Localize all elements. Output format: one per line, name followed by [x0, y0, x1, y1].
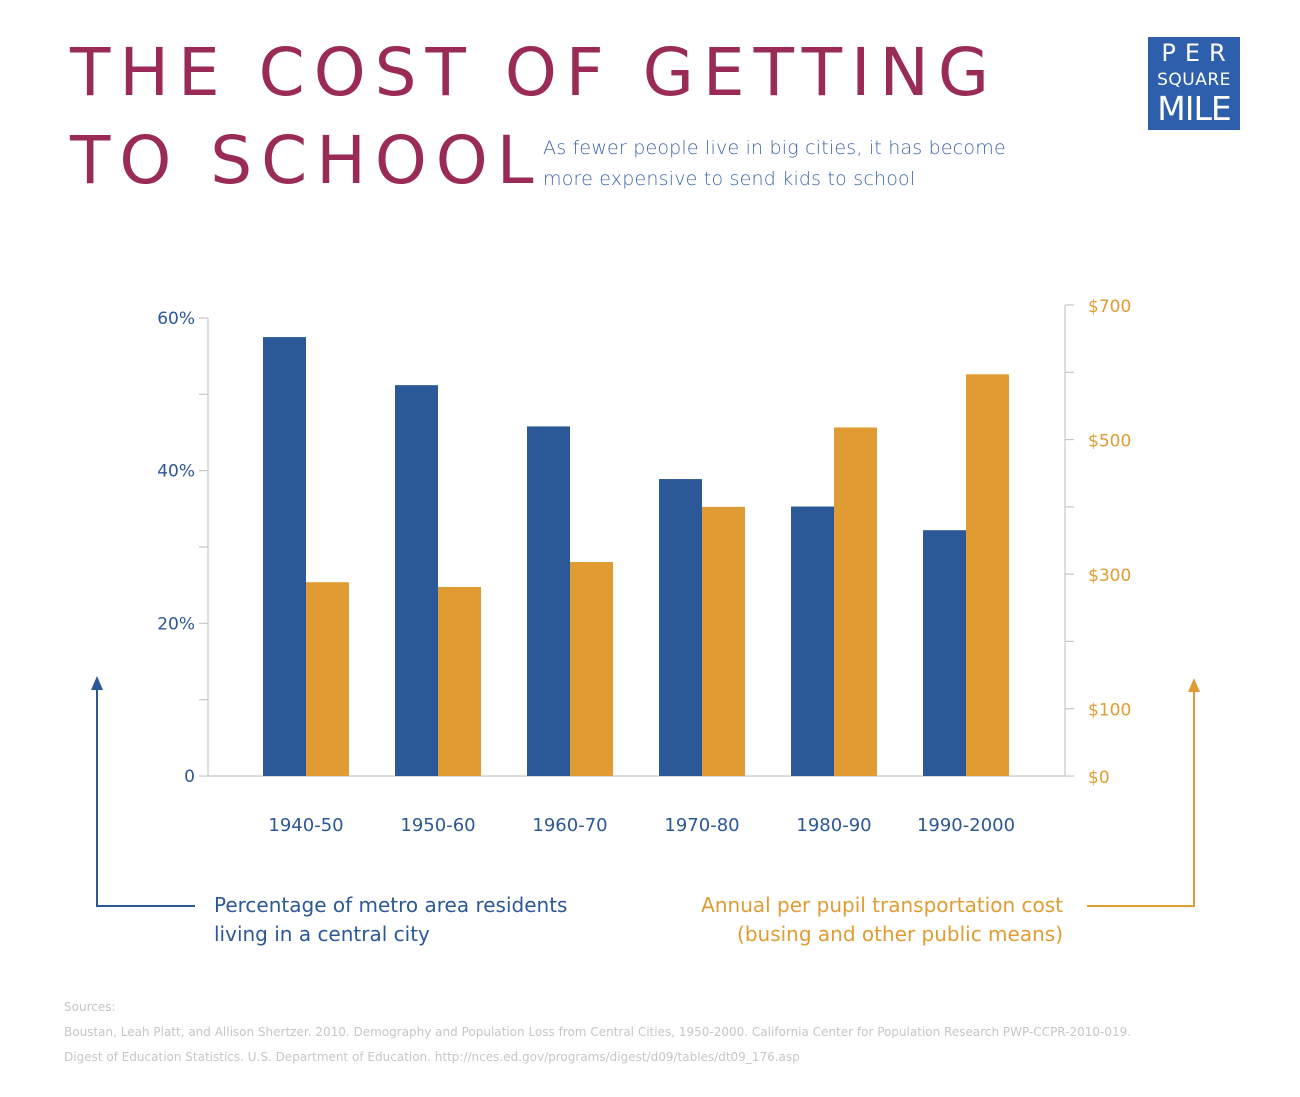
left-axis-tick-label: 20% — [157, 614, 195, 634]
logo-text-square: SQUARE — [1157, 70, 1231, 90]
bar-transportation-cost — [834, 427, 877, 776]
right-legend-arrowhead — [1188, 678, 1200, 692]
bar-transportation-cost — [570, 562, 613, 776]
bar-transportation-cost — [702, 506, 745, 776]
bar-central-city-share — [263, 337, 306, 776]
chart-title-line-2: TO SCHOOL — [70, 122, 543, 199]
x-axis-tick-label: 1970-80 — [664, 815, 739, 836]
right-axis-tick-label: $0 — [1088, 768, 1110, 788]
legend-arrows — [91, 676, 1200, 907]
x-axis-tick-label: 1990-2000 — [917, 815, 1015, 836]
chart-tick-labels: 0 20% 40% 60% $0 $100 $300 $500 $700 1940-50 1950-… — [157, 297, 1131, 836]
bar-transportation-cost — [306, 582, 349, 776]
left-axis-tick-label: 60% — [157, 309, 195, 329]
chart-bars — [263, 337, 1009, 776]
right-axis-tick-label: $100 — [1088, 701, 1131, 721]
logo-text-per: PER — [1161, 39, 1235, 67]
legend-right-line-1: Annual per pupil transportation cost — [701, 893, 1063, 917]
left-axis-tick-label: 0 — [184, 767, 195, 787]
bar-central-city-share — [791, 506, 834, 776]
logo-text-mile: MILE — [1157, 89, 1231, 128]
sources-note: Sources: Boustan, Leah Platt, and Alliso… — [64, 995, 1131, 1070]
bar-central-city-share — [659, 479, 702, 776]
subtitle-line-1: As fewer people live in big cities, it h… — [543, 137, 1006, 159]
bar-central-city-share — [923, 530, 966, 776]
left-axis-tick-label: 40% — [157, 462, 195, 482]
bar-central-city-share — [395, 385, 438, 776]
subtitle-line-2: more expensive to send kids to school — [543, 168, 916, 190]
right-axis-tick-label: $500 — [1088, 432, 1131, 452]
left-legend-connector — [96, 688, 195, 907]
legend-right-line-2: (busing and other public means) — [737, 922, 1063, 946]
chart-subtitle: As fewer people live in big cities, it h… — [543, 133, 1006, 195]
chart-title-line-1: THE COST OF GETTING — [70, 34, 999, 111]
legend-right-axis: Annual per pupil transportation cost (bu… — [701, 891, 1063, 949]
sources-label: Sources: — [64, 1000, 116, 1014]
right-axis-tick-label: $300 — [1088, 566, 1131, 586]
x-axis-tick-label: 1960-70 — [532, 815, 607, 836]
legend-left-line-2: living in a central city — [214, 922, 430, 946]
bar-central-city-share — [527, 426, 570, 776]
legend-left-axis: Percentage of metro area residents livin… — [214, 891, 567, 949]
x-axis-tick-label: 1940-50 — [268, 815, 343, 836]
bar-transportation-cost — [438, 586, 481, 776]
x-axis-tick-label: 1980-90 — [796, 815, 871, 836]
per-square-mile-logo: PER SQUARE MILE — [1148, 37, 1240, 130]
source-citation-1: Boustan, Leah Platt, and Allison Shertze… — [64, 1025, 1132, 1039]
right-axis-tick-label: $700 — [1088, 297, 1131, 317]
legend-left-line-1: Percentage of metro area residents — [214, 893, 568, 917]
right-legend-connector — [1087, 690, 1195, 907]
bar-transportation-cost — [966, 374, 1009, 776]
chart-axes — [199, 304, 1074, 777]
left-legend-arrowhead — [91, 676, 103, 690]
source-citation-2: Digest of Education Statistics. U.S. Dep… — [64, 1050, 800, 1064]
x-axis-tick-label: 1950-60 — [400, 815, 475, 836]
